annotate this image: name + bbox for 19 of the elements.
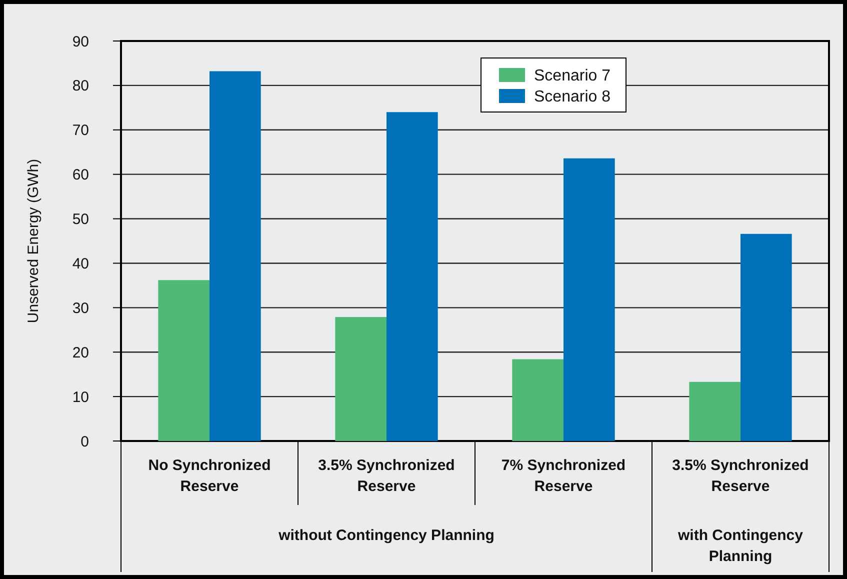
y-tick-label: 60 xyxy=(72,166,89,184)
y-tick-label: 70 xyxy=(72,122,89,140)
text: with Contingency Planning xyxy=(677,527,804,565)
text: without Contingency Planning xyxy=(278,527,494,544)
y-tick-label: 20 xyxy=(72,344,89,362)
y-axis-title: Unserved Energy (GWh) xyxy=(25,158,42,324)
legend-label: Scenario 7 xyxy=(534,68,611,85)
x-tick-label: 3.5% Synchronized Reserve xyxy=(318,457,455,495)
legend-label: Scenario 8 xyxy=(534,88,611,106)
y-tick-label: 50 xyxy=(72,211,89,228)
x-tick-label: 3.5% Synchronized Reserve xyxy=(672,457,809,495)
y-tick-label: 80 xyxy=(72,78,89,95)
y-tick-label: 0 xyxy=(80,433,89,450)
y-tick-label: 30 xyxy=(72,300,89,317)
y-tick-label: 10 xyxy=(72,388,89,406)
y-tick-label: 90 xyxy=(72,33,89,50)
x-tick-label: 7% Synchronized Reserve xyxy=(501,457,626,495)
x-tick-label: No Synchronized Reserve xyxy=(148,457,271,495)
y-tick-label: 40 xyxy=(72,255,89,272)
